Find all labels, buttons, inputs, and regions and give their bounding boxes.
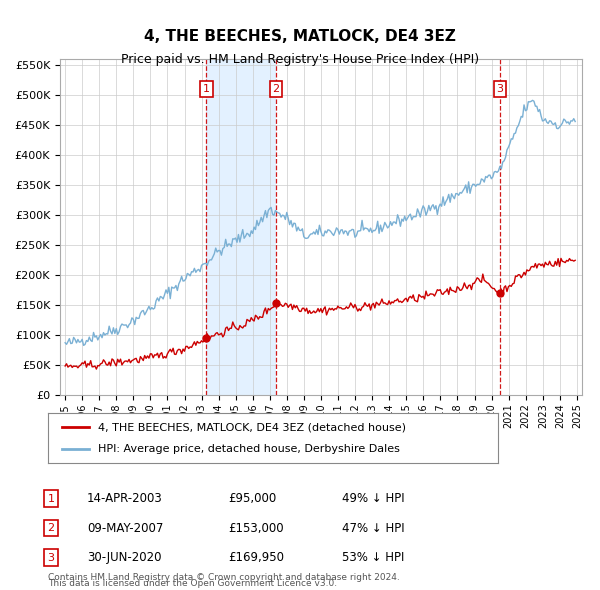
Text: 49% ↓ HPI: 49% ↓ HPI: [342, 492, 404, 505]
Text: 3: 3: [497, 84, 503, 94]
Text: 2: 2: [47, 523, 55, 533]
Text: 2: 2: [272, 84, 280, 94]
Text: Price paid vs. HM Land Registry's House Price Index (HPI): Price paid vs. HM Land Registry's House …: [121, 53, 479, 66]
Text: HPI: Average price, detached house, Derbyshire Dales: HPI: Average price, detached house, Derb…: [97, 444, 400, 454]
Text: 14-APR-2003: 14-APR-2003: [87, 492, 163, 505]
Text: £153,000: £153,000: [228, 522, 284, 535]
Bar: [206, 59, 276, 395]
Text: 1: 1: [47, 494, 55, 503]
Text: £95,000: £95,000: [228, 492, 276, 505]
Text: 47% ↓ HPI: 47% ↓ HPI: [342, 522, 404, 535]
Text: 30-JUN-2020: 30-JUN-2020: [87, 551, 161, 564]
Text: Contains HM Land Registry data © Crown copyright and database right 2024.: Contains HM Land Registry data © Crown c…: [48, 573, 400, 582]
Text: 3: 3: [47, 553, 55, 562]
Text: This data is licensed under the Open Government Licence v3.0.: This data is licensed under the Open Gov…: [48, 579, 337, 588]
Text: 4, THE BEECHES, MATLOCK, DE4 3EZ (detached house): 4, THE BEECHES, MATLOCK, DE4 3EZ (detach…: [97, 422, 406, 432]
Text: 4, THE BEECHES, MATLOCK, DE4 3EZ: 4, THE BEECHES, MATLOCK, DE4 3EZ: [144, 30, 456, 44]
Text: £169,950: £169,950: [228, 551, 284, 564]
Text: 1: 1: [203, 84, 210, 94]
Text: 09-MAY-2007: 09-MAY-2007: [87, 522, 163, 535]
Text: 53% ↓ HPI: 53% ↓ HPI: [342, 551, 404, 564]
